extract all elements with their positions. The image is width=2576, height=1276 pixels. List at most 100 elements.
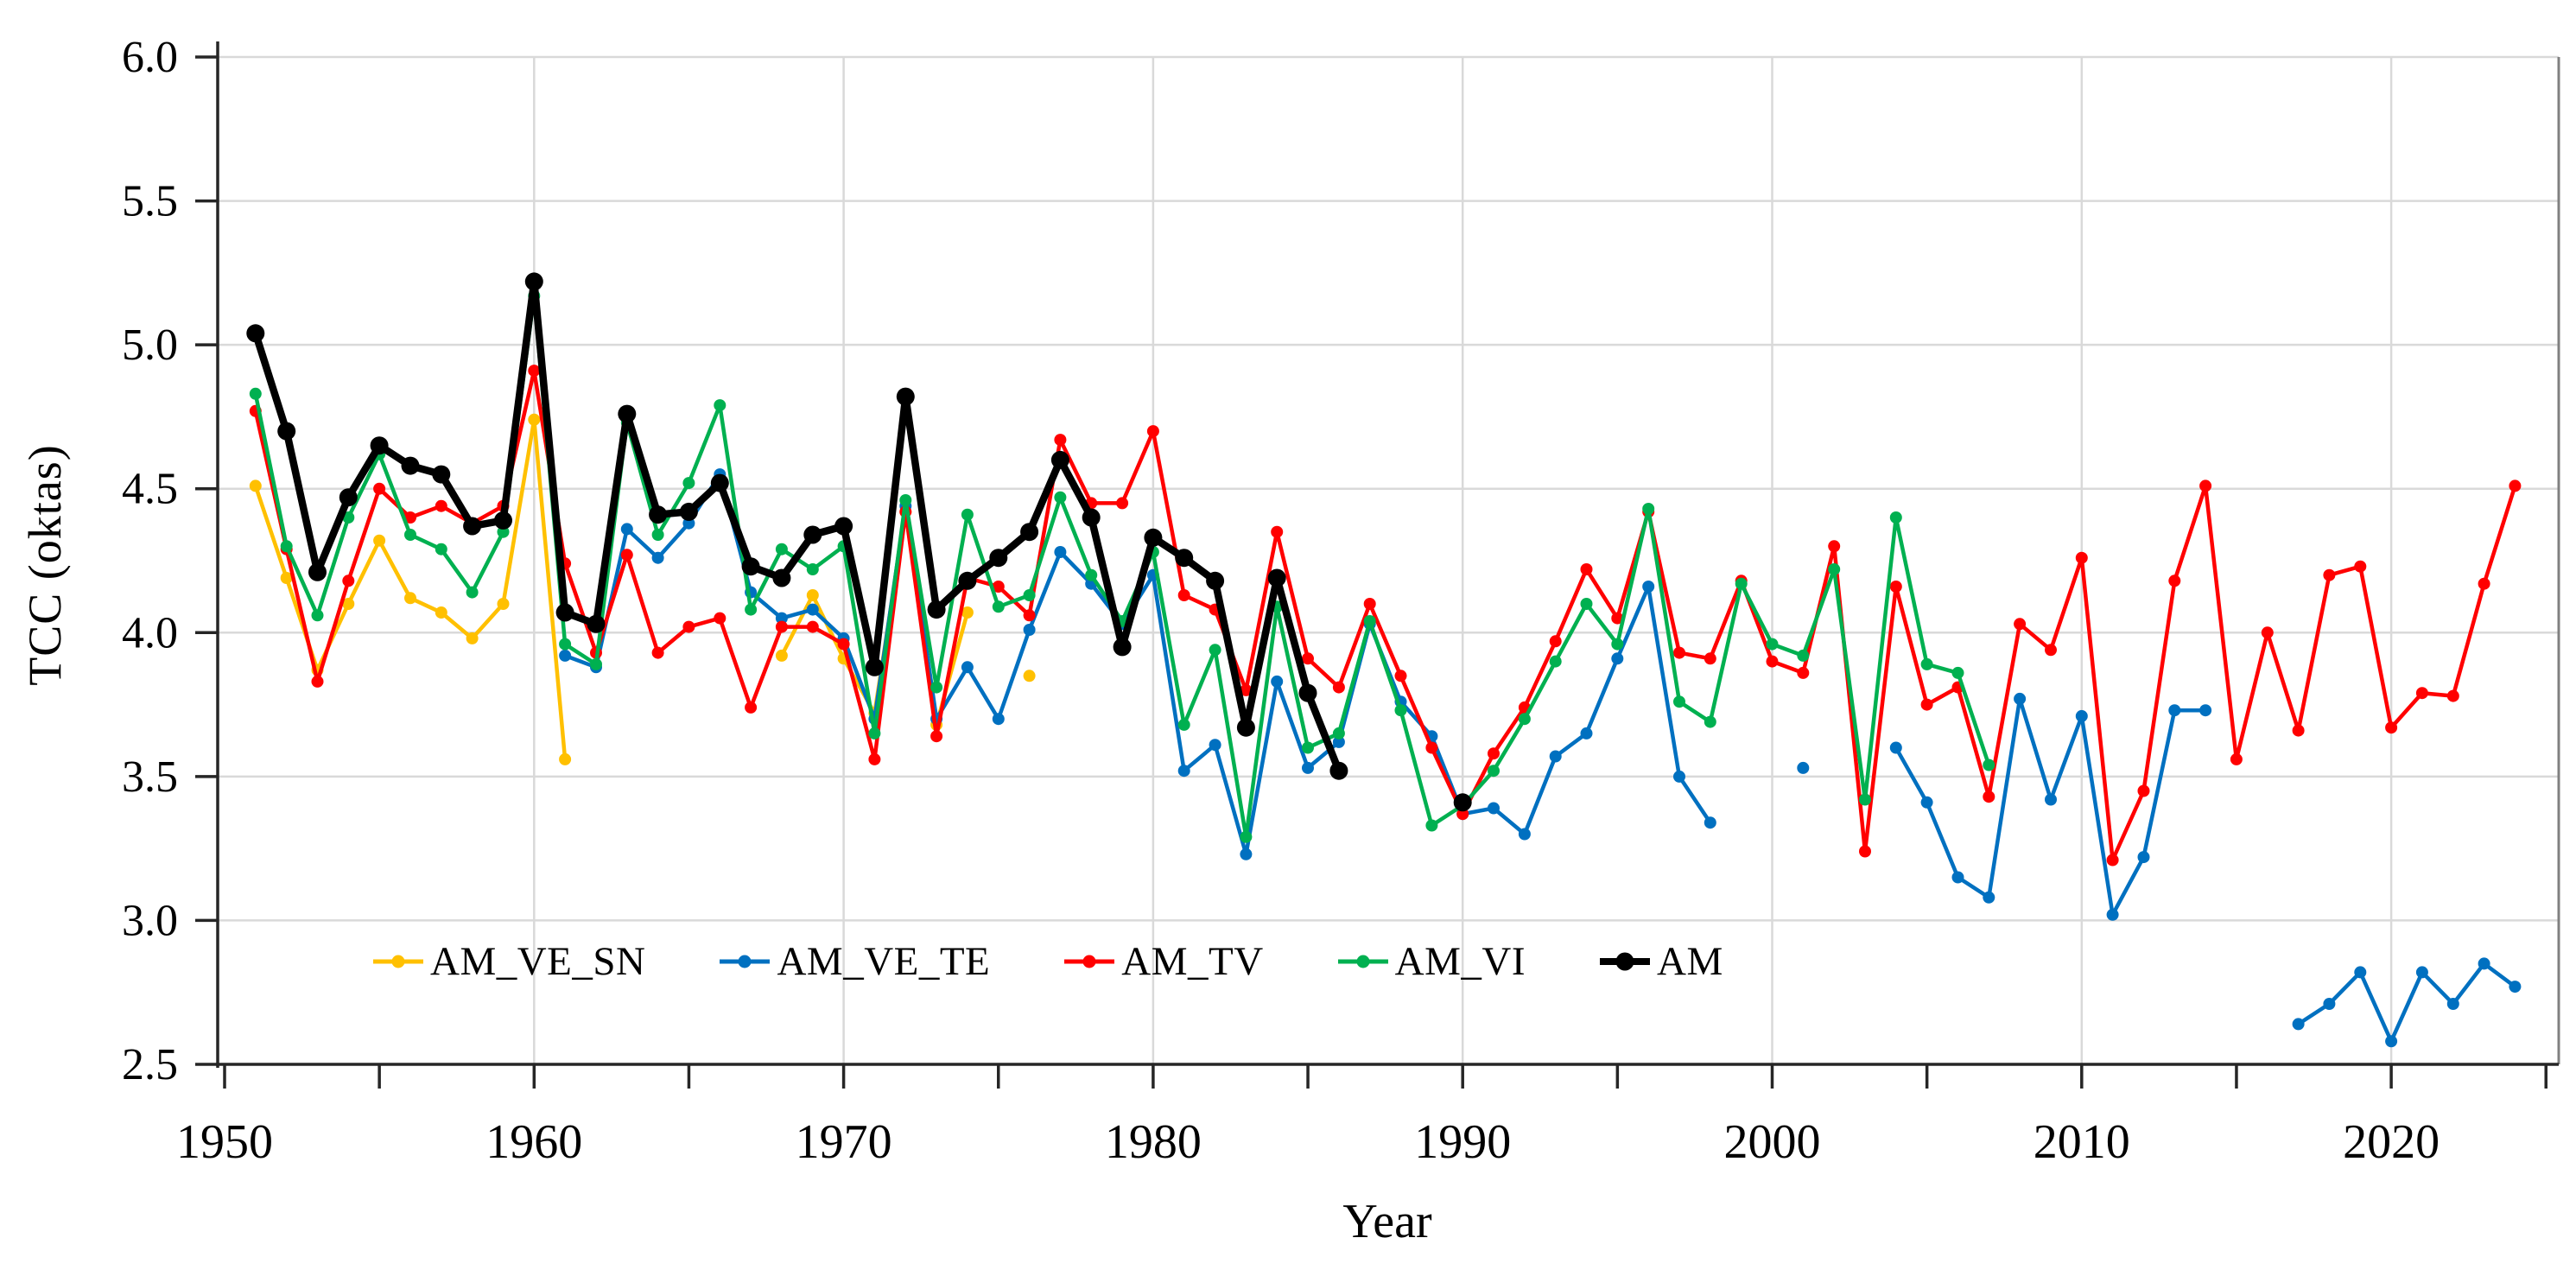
series-marker-AM_VE_TE: [2292, 1018, 2305, 1031]
series-marker-AM_VI: [806, 563, 819, 575]
x-tick-label: 1950: [176, 1115, 273, 1169]
series-marker-AM_VI: [1488, 765, 1500, 778]
series-marker-AM_VE_TE: [992, 713, 1005, 726]
series-marker-AM_TV: [2045, 644, 2057, 657]
series-marker-AM_TV: [651, 646, 664, 659]
series-marker-AM_VE_TE: [2168, 704, 2181, 717]
series-marker-AM_TV: [1240, 683, 1253, 696]
series-marker-AM_VE_SN: [559, 752, 572, 765]
series-marker-AM: [1144, 528, 1163, 547]
series-marker-AM_TV: [2014, 618, 2027, 631]
series-marker-AM_VI: [1951, 666, 1964, 679]
series-marker-AM_TV: [2261, 626, 2274, 639]
series-marker-AM: [1236, 718, 1255, 737]
series-marker-AM_TV: [1580, 563, 1593, 575]
series-marker-AM_VE_TE: [1209, 739, 1221, 752]
x-tick-label: 1960: [485, 1115, 582, 1169]
series-marker-AM: [401, 456, 420, 475]
legend-item-am: AM: [1600, 938, 1723, 985]
series-marker-AM_VI: [1859, 793, 1871, 806]
series-marker-AM_VI: [1983, 759, 1995, 771]
series-marker-AM_TV: [1828, 540, 1841, 553]
x-tick-label: 2000: [1724, 1115, 1821, 1169]
series-marker-AM_VE_TE: [1518, 828, 1531, 841]
series-marker-AM_TV: [1549, 635, 1562, 648]
series-marker-AM: [1329, 761, 1348, 780]
x-tick-label: 2010: [2034, 1115, 2130, 1169]
legend-label: AM_VE_SN: [430, 939, 646, 984]
series-marker-AM_VI: [1023, 589, 1036, 601]
series-marker-AM_TV: [682, 620, 695, 633]
series-marker-AM_TV: [2385, 721, 2398, 734]
series-marker-AM_VI: [1363, 615, 1376, 627]
series-marker-AM_TV: [2478, 577, 2490, 590]
series-marker-AM_VI: [1735, 577, 1748, 590]
series-marker-AM_TV: [1456, 808, 1469, 821]
series-marker-AM_VI: [280, 540, 293, 553]
y-tick-label: 3.5: [122, 752, 178, 802]
series-marker-AM_VE_TE: [1797, 761, 1810, 774]
series-marker-AM_TV: [620, 549, 633, 562]
series-marker-AM_VE_SN: [404, 592, 416, 605]
series-marker-AM_TV: [2415, 687, 2428, 700]
series-marker-AM_TV: [435, 499, 447, 512]
series-marker-AM: [989, 549, 1008, 568]
series-marker-AM_TV: [930, 730, 943, 743]
series-marker-AM_VI: [1394, 704, 1407, 717]
series-marker-AM_TV: [1766, 655, 1779, 668]
series-marker-AM_VE_TE: [2478, 957, 2490, 970]
series-marker-AM: [246, 324, 265, 343]
series-marker-AM_VE_TE: [1332, 735, 1345, 748]
series-marker-AM_VE_TE: [1302, 761, 1314, 774]
series-marker-AM_VI: [404, 529, 416, 541]
series-marker-AM_TV: [2137, 784, 2150, 797]
series-marker-AM_VI: [714, 399, 726, 412]
series-marker-AM_VE_TE: [1611, 652, 1624, 665]
legend-marker-icon: [1600, 952, 1650, 971]
series-marker-AM_VE_TE: [2415, 966, 2428, 979]
series-marker-AM_TV: [2230, 752, 2243, 765]
series-marker-AM_VI: [651, 529, 664, 541]
series-marker-AM_VI: [961, 508, 974, 521]
series-marker-AM_VE_TE: [2323, 998, 2336, 1010]
series-marker-AM_VE_SN: [775, 649, 788, 662]
y-tick-label: 6.0: [122, 33, 178, 82]
series-marker-AM_VI: [1177, 718, 1190, 731]
series-marker-AM: [679, 502, 698, 521]
series-marker-AM_TV: [1859, 845, 1871, 858]
series-marker-AM_VE_TE: [1920, 796, 1933, 809]
chart-legend: AM_VE_SN AM_VE_TE AM_TV AM_VI AM: [373, 938, 1723, 985]
series-line-AM_TV: [253, 368, 2517, 862]
series-marker-AM_VI: [1054, 491, 1067, 504]
series-marker-AM_TV: [1116, 497, 1129, 510]
series-marker-AM: [494, 511, 512, 530]
series-marker-AM_VI: [1240, 830, 1253, 843]
x-tick-label: 1970: [796, 1115, 892, 1169]
series-marker-AM: [803, 525, 822, 544]
series-marker-AM_VE_TE: [1549, 750, 1562, 763]
series-marker-AM: [1020, 523, 1039, 542]
series-marker-AM_VI: [1302, 741, 1314, 754]
series-marker-AM_VE_TE: [2014, 692, 2027, 705]
series-marker-AM_VE_SN: [466, 632, 479, 644]
y-tick-label: 3.0: [122, 896, 178, 945]
series-marker-AM_VE_TE: [1704, 816, 1716, 829]
legend-marker-icon: [1064, 955, 1115, 968]
series-marker-AM_TV: [1054, 434, 1067, 447]
series-marker-AM_VI: [435, 543, 447, 555]
series-marker-AM_TV: [1177, 589, 1190, 601]
series-marker-AM: [618, 404, 637, 423]
series-marker-AM_VI: [1828, 563, 1841, 575]
series-marker-AM_VE_SN: [961, 606, 974, 619]
series-marker-AM_TV: [992, 581, 1005, 593]
series-marker-AM_VE_TE: [651, 551, 664, 564]
y-tick-label: 5.5: [122, 177, 178, 226]
series-marker-AM_VI: [899, 494, 912, 506]
x-axis-title: Year: [1342, 1195, 1432, 1248]
series-marker-AM_TV: [2106, 854, 2119, 867]
series-marker-AM: [432, 465, 451, 484]
series-marker-AM_TV: [1271, 525, 1284, 538]
series-marker-AM: [896, 387, 915, 406]
series-marker-AM_VI: [559, 638, 572, 651]
series-marker-AM: [1453, 793, 1472, 812]
